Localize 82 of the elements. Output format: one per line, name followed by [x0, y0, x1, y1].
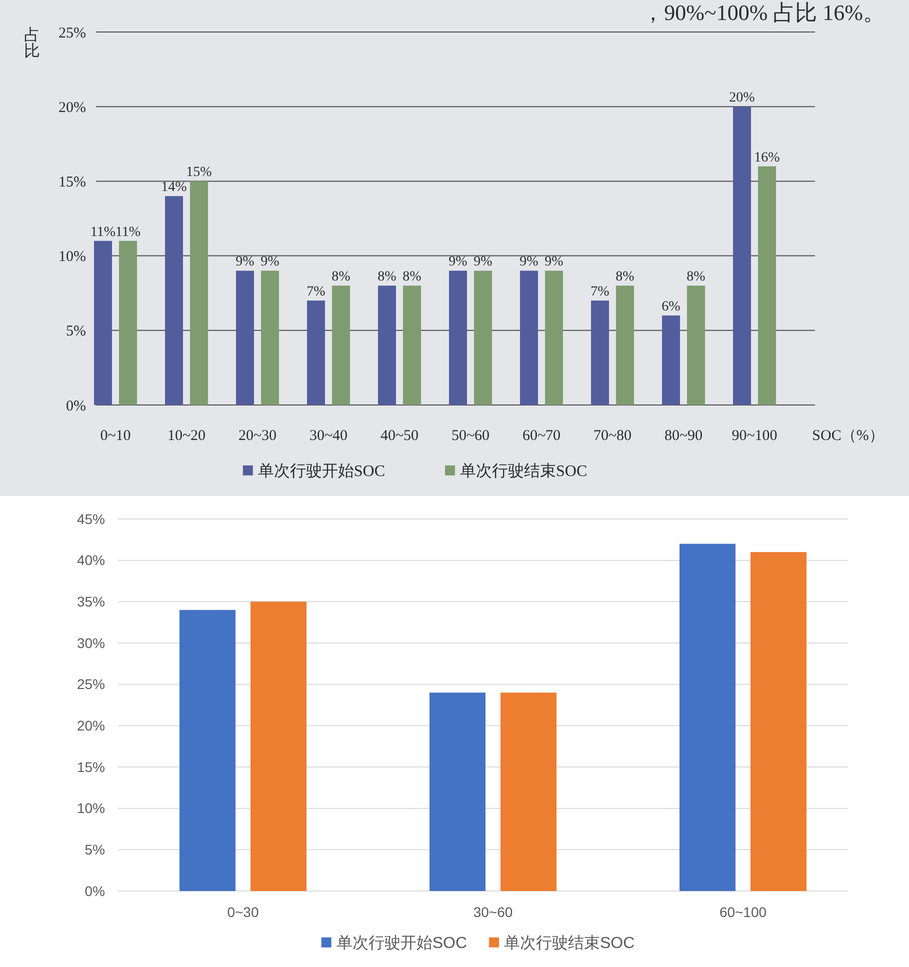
bar	[261, 270, 279, 405]
data-label: 9%	[236, 254, 255, 270]
y-tick-label: 5%	[66, 324, 86, 340]
data-label: 8%	[616, 270, 635, 285]
y-tick-label: 20%	[58, 100, 86, 116]
x-tick-label: 20~30	[238, 428, 277, 444]
x-tick-label: 60~100	[719, 904, 767, 920]
data-label: 9%	[260, 254, 280, 270]
bar	[545, 270, 563, 405]
bar	[430, 692, 486, 891]
y-tick-label: 20%	[76, 718, 105, 734]
data-label: 8%	[332, 270, 351, 285]
bar	[474, 270, 492, 405]
legend-label: 单次行驶开始SOC	[336, 934, 467, 952]
data-label: 7%	[306, 284, 326, 300]
bar	[307, 300, 325, 405]
y-tick-label: 30%	[76, 634, 105, 651]
bar	[733, 106, 751, 405]
y-tick-label: 25%	[58, 25, 86, 42]
bar	[500, 692, 556, 891]
x-tick-label: 60~70	[522, 428, 561, 444]
bar	[687, 286, 705, 405]
data-label: 14%	[161, 180, 188, 196]
bar	[449, 270, 467, 405]
y-tick-label: 0%	[84, 882, 105, 899]
bar	[662, 315, 680, 405]
x-tick-label: 0~10	[100, 428, 131, 444]
data-label: 16%	[754, 150, 780, 166]
y-axis-title: 占比	[24, 26, 40, 60]
y-tick-label: 15%	[76, 758, 105, 775]
bar	[378, 286, 396, 405]
bar	[236, 270, 254, 405]
bar	[94, 240, 112, 405]
data-label: 9%	[544, 254, 564, 270]
data-label: 9%	[520, 254, 539, 270]
x-tick-label: 90~100	[732, 428, 778, 444]
data-label: 6%	[662, 299, 681, 314]
bar	[403, 286, 421, 405]
x-axis-title: SOC（%）	[812, 428, 884, 444]
bar	[250, 602, 306, 891]
bar	[332, 286, 350, 405]
data-label: 9%	[448, 254, 468, 270]
data-label: 8%	[402, 270, 422, 285]
y-tick-label: 0%	[66, 398, 86, 414]
bar	[119, 240, 137, 405]
x-tick-label: 70~80	[593, 428, 632, 444]
data-label: 11%	[115, 224, 141, 240]
bar	[750, 552, 806, 891]
data-label: 15%	[186, 165, 212, 180]
data-label: 8%	[378, 270, 397, 285]
legend-label: 单次行驶开始SOC	[258, 462, 385, 480]
y-tick-label: 10%	[58, 249, 86, 266]
x-tick-label: 0~30	[227, 904, 259, 920]
y-tick-label: 5%	[84, 842, 105, 858]
x-tick-label: 80~90	[664, 428, 703, 444]
bar	[190, 181, 208, 405]
y-tick-label: 40%	[76, 552, 105, 568]
bar	[165, 196, 183, 405]
data-label: 8%	[686, 270, 706, 285]
data-label: 20%	[729, 90, 756, 106]
bar	[680, 544, 736, 891]
bar	[180, 610, 236, 891]
y-tick-label: 45%	[76, 510, 105, 527]
bar	[758, 166, 776, 405]
legend-label: 单次行驶结束SOC	[504, 934, 635, 952]
data-label: 9%	[474, 254, 493, 270]
y-tick-label: 10%	[76, 800, 105, 816]
x-tick-label: 50~60	[451, 428, 490, 444]
text: ，90%~100% 占比 16%。	[642, 0, 885, 25]
bar	[520, 270, 538, 405]
data-label: 7%	[590, 284, 610, 300]
x-tick-label: 30~60	[473, 904, 513, 920]
y-tick-label: 25%	[76, 676, 105, 692]
x-tick-label: 10~20	[167, 428, 206, 444]
x-tick-label: 30~40	[309, 428, 348, 444]
bar	[591, 300, 609, 405]
y-tick-label: 15%	[58, 174, 86, 190]
bar	[616, 286, 634, 405]
y-tick-label: 35%	[76, 594, 105, 610]
legend-label: 单次行驶结束SOC	[460, 462, 588, 480]
x-tick-label: 40~50	[380, 428, 419, 444]
data-label: 11%	[90, 224, 116, 240]
